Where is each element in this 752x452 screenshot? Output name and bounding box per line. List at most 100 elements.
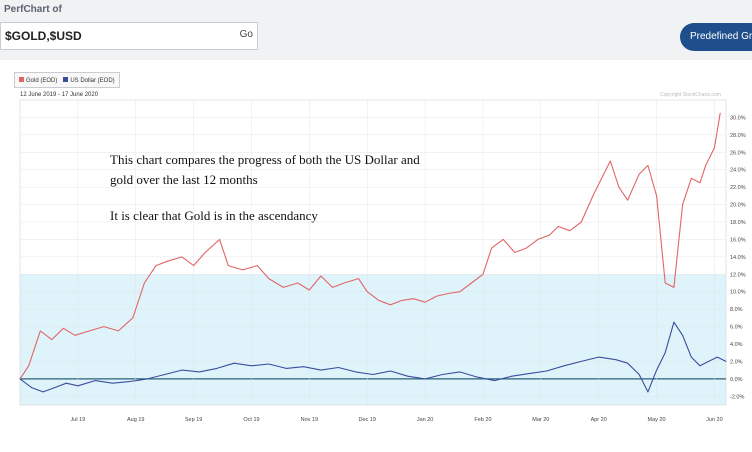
- gold-swatch-icon: [19, 76, 24, 82]
- gold-series-point: [401, 300, 403, 301]
- x-tick-label: Apr 20: [591, 417, 607, 423]
- gold-series-point: [447, 293, 449, 294]
- top-toolbar: PerfChart of Go Predefined Groups: [0, 0, 752, 60]
- go-button[interactable]: Go: [239, 29, 253, 40]
- y-tick-label: 6.0%: [730, 325, 743, 331]
- date-range: 12 June 2019 - 17 June 2020: [20, 92, 99, 98]
- usd-series-point: [673, 321, 675, 323]
- x-tick-label: Jul 19: [71, 417, 86, 423]
- gold-series-point: [332, 286, 333, 288]
- gold-series-point: [673, 286, 675, 288]
- y-tick-label: 12.0%: [730, 272, 746, 278]
- gold-series-point: [690, 178, 692, 179]
- usd-series-point: [94, 380, 96, 381]
- y-tick-label: -2.0%: [730, 394, 744, 400]
- usd-series-point: [372, 374, 374, 375]
- usd-series-point: [146, 378, 148, 380]
- gold-series-point: [297, 282, 299, 284]
- x-tick-label: Jun 20: [706, 417, 723, 423]
- gold-series-point: [627, 199, 629, 201]
- gold-series-point: [413, 298, 414, 300]
- x-axis-ticks: Jul 19 Aug 19 Sep 19 Oct 19 Nov 19 Dec 19 Jan …: [71, 417, 723, 423]
- gold-series-point: [89, 330, 90, 332]
- gold-series-point: [268, 278, 270, 280]
- gold-series-point: [320, 275, 322, 277]
- usd-series-point: [268, 363, 270, 365]
- usd-series-point: [54, 387, 56, 388]
- gold-series-point: [656, 195, 657, 197]
- gold-series-point: [343, 282, 345, 284]
- usd-series-point: [77, 385, 79, 387]
- y-axis-ticks: 30.0% 28.0% 26.0% 24.0% 22.0% 20.0% 18.0% 16.0%…: [730, 115, 746, 400]
- gold-series-point: [167, 260, 168, 262]
- gold-series-point: [19, 378, 21, 380]
- x-tick-label: Jan 20: [417, 417, 434, 423]
- y-tick-label: 14.0%: [730, 255, 746, 261]
- legend-usd[interactable]: US Dollar (EOD): [63, 76, 115, 84]
- gold-series-point: [103, 326, 105, 327]
- usd-series-point: [627, 362, 629, 364]
- predefined-groups-button[interactable]: Predefined Groups: [680, 23, 752, 51]
- y-tick-label: 18.0%: [730, 220, 746, 226]
- y-tick-label: 24.0%: [730, 168, 746, 174]
- usd-series-point: [355, 371, 357, 373]
- gold-series-point: [682, 204, 683, 205]
- usd-series-point: [615, 359, 617, 361]
- gold-series-point: [242, 269, 244, 271]
- usd-series-point: [699, 365, 701, 367]
- gold-series-point: [28, 365, 30, 367]
- y-tick-label: 2.0%: [730, 359, 743, 365]
- x-tick-label: Feb 20: [474, 417, 491, 423]
- usd-series-point: [216, 368, 218, 369]
- symbols-search-box: Go: [0, 22, 258, 50]
- gold-series-point: [491, 247, 493, 249]
- gold-series-point: [638, 173, 640, 175]
- gold-series-point: [51, 339, 53, 341]
- usd-series-point: [725, 361, 727, 362]
- chart-grid: [19, 99, 727, 406]
- usd-series-point: [251, 365, 252, 367]
- gold-series-point: [699, 182, 701, 184]
- x-tick-label: Aug 19: [127, 417, 144, 423]
- x-tick-label: Oct 19: [243, 417, 259, 423]
- gold-series-point: [618, 186, 620, 188]
- gold-series-point: [424, 301, 426, 303]
- gold-series-point: [549, 234, 550, 236]
- usd-series-point: [708, 361, 710, 362]
- y-tick-label: 10.0%: [730, 290, 746, 296]
- usd-series-point: [647, 391, 649, 393]
- gold-series-point: [609, 160, 611, 162]
- y-tick-label: 16.0%: [730, 237, 746, 243]
- annotation-line-2: gold over the last 12 months: [110, 172, 258, 187]
- gold-series-point: [436, 295, 438, 297]
- gold-series-point: [63, 327, 64, 329]
- y-tick-label: 22.0%: [730, 185, 746, 191]
- usd-series-point: [528, 373, 530, 375]
- gold-series-point: [705, 164, 707, 166]
- symbols-input[interactable]: [5, 23, 205, 49]
- gold-series-point: [714, 147, 715, 149]
- y-tick-label: 8.0%: [730, 307, 743, 313]
- gold-series-point: [647, 164, 649, 166]
- perfchart-label: PerfChart of: [4, 4, 62, 15]
- usd-series-line: [19, 321, 727, 393]
- usd-series-point: [198, 371, 200, 373]
- gold-series-point: [525, 247, 527, 249]
- usd-series-point: [476, 376, 478, 378]
- x-tick-label: May 20: [648, 417, 666, 423]
- legend-gold[interactable]: Gold (EOD): [19, 76, 57, 84]
- gold-series-point: [358, 278, 359, 280]
- gold-series-point: [502, 239, 504, 240]
- usd-series-point: [181, 369, 183, 371]
- gold-series-point: [282, 286, 284, 288]
- usd-swatch-icon: [63, 76, 69, 82]
- copyright-text: Copyright StockCharts.com: [660, 92, 721, 98]
- usd-series-point: [389, 370, 391, 372]
- usd-series-point: [580, 361, 582, 362]
- y-tick-label: 0.0%: [730, 377, 743, 383]
- gold-series-point: [389, 304, 391, 306]
- x-tick-label: Mar 20: [532, 417, 549, 423]
- gold-series-point: [193, 265, 195, 266]
- gold-series-point: [117, 330, 119, 332]
- usd-series-point: [31, 387, 32, 388]
